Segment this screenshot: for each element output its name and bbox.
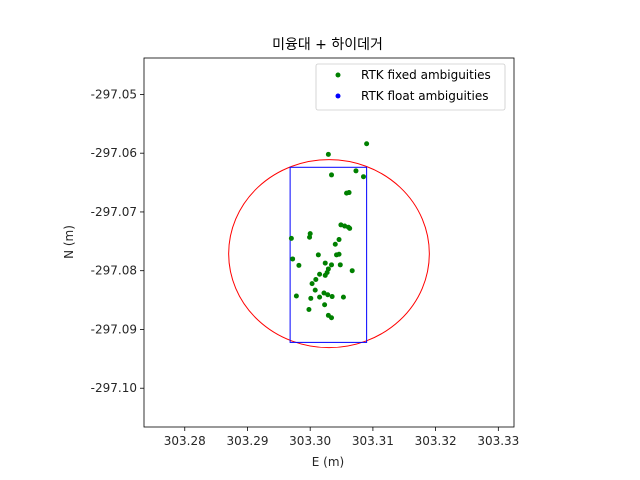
fixed-point [321, 290, 327, 296]
y-tick-label: -297.07 [91, 205, 137, 219]
y-tick-label: -297.05 [91, 87, 137, 101]
x-axis-ticks: 303.28 303.29 303.30 303.31 303.32 303.33 [164, 427, 519, 448]
fixed-point [360, 174, 366, 180]
fixed-point [336, 237, 342, 243]
data-points [288, 141, 370, 321]
fixed-point [337, 262, 343, 268]
legend-label-fixed: RTK fixed ambiguities [361, 68, 491, 82]
annotation-layer [228, 159, 430, 349]
fixed-point [329, 315, 335, 321]
fixed-point [329, 294, 335, 300]
uncertainty-circle [228, 159, 430, 349]
fixed-point [309, 281, 315, 287]
fixed-point [340, 294, 346, 300]
x-tick-label: 303.30 [289, 434, 331, 448]
fixed-point [325, 292, 331, 298]
y-axis-ticks: -297.05 -297.06 -297.07 -297.08 -297.09 -297.… [91, 87, 144, 395]
fixed-point [322, 260, 328, 266]
fixed-point [346, 190, 352, 196]
fixed-point [322, 272, 328, 278]
fixed-point [329, 172, 335, 178]
fixed-point [332, 241, 338, 247]
legend: RTK fixed ambiguities RTK float ambiguit… [315, 63, 506, 111]
fixed-point [313, 277, 319, 283]
fixed-point [338, 222, 344, 228]
fixed-point [306, 306, 312, 312]
y-tick-label: -297.09 [91, 322, 137, 336]
fixed-point [353, 168, 359, 174]
fixed-point [288, 235, 294, 241]
legend-label-float: RTK float ambiguities [361, 89, 488, 103]
y-axis-title: N (m) [62, 225, 76, 259]
x-tick-label: 303.33 [477, 434, 519, 448]
bounding-rectangle [289, 166, 368, 343]
fixed-point [317, 294, 323, 300]
legend-marker-fixed [335, 72, 341, 78]
y-tick-label: -297.08 [91, 264, 137, 278]
fixed-point [296, 262, 302, 268]
y-tick-label: -297.06 [91, 146, 137, 160]
fixed-point [342, 223, 348, 229]
fixed-point [364, 141, 370, 147]
x-tick-label: 303.28 [164, 434, 206, 448]
fixed-point [322, 302, 328, 308]
chart-title: 미융대 + 하이데거 [272, 37, 383, 53]
fixed-point [290, 256, 296, 262]
legend-marker-float [335, 93, 341, 99]
legend-box [315, 63, 506, 111]
fixed-point [334, 252, 340, 258]
fixed-point [349, 268, 355, 274]
x-tick-label: 303.32 [415, 434, 457, 448]
x-tick-label: 303.31 [352, 434, 394, 448]
x-tick-label: 303.29 [226, 434, 268, 448]
fixed-point [325, 151, 331, 157]
x-axis-title: E (m) [312, 455, 344, 469]
y-tick-label: -297.10 [91, 381, 137, 395]
fixed-point [307, 234, 313, 240]
fixed-point [293, 293, 299, 299]
plot-frame [143, 57, 515, 428]
fixed-point [317, 271, 323, 277]
fixed-point [329, 262, 335, 268]
fixed-point [315, 252, 321, 258]
fixed-point [312, 287, 318, 293]
fixed-point [308, 295, 314, 301]
fixed-point [347, 225, 353, 231]
plot-area [143, 57, 515, 428]
